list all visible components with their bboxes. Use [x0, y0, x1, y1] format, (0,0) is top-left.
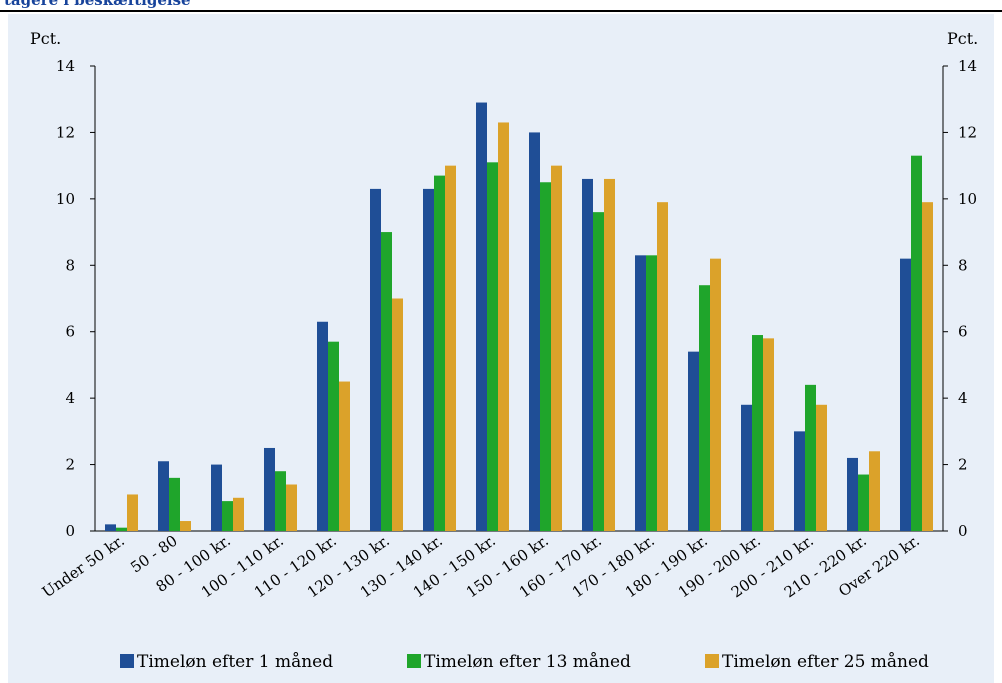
- bar-3-7: [445, 165, 456, 531]
- bar-1-7: [423, 188, 434, 531]
- bar-3-4: [286, 484, 297, 531]
- bar-3-2: [180, 521, 191, 531]
- bar-3-11: [657, 202, 668, 531]
- bar-3-16: [922, 202, 933, 531]
- y-tick-label-left: 8: [65, 256, 75, 274]
- y-tick-label-right: 14: [958, 57, 977, 75]
- bar-3-14: [816, 404, 827, 531]
- legend-swatch-3: [705, 654, 719, 668]
- bar-1-6: [370, 188, 381, 531]
- bar-3-8: [498, 122, 509, 531]
- y-tick-label-left: 14: [56, 57, 75, 75]
- x-tick-label: Under 50 kr.: [39, 532, 128, 602]
- bar-1-15: [847, 457, 858, 531]
- legend-label-3: Timeløn efter 25 måned: [722, 652, 929, 672]
- bar-3-13: [763, 338, 774, 531]
- bar-2-1: [116, 527, 127, 531]
- bar-3-5: [339, 381, 350, 531]
- bar-1-2: [158, 461, 169, 531]
- bar-2-12: [699, 285, 710, 531]
- bar-1-9: [529, 132, 540, 531]
- y-tick-label-right: 8: [958, 256, 968, 274]
- y-tick-label-right: 12: [958, 123, 977, 141]
- y-tick-label-left: 2: [65, 456, 75, 474]
- bar-1-11: [635, 255, 646, 532]
- y-axis-unit-left: Pct.: [30, 29, 61, 48]
- bar-3-6: [392, 298, 403, 531]
- bar-2-4: [275, 471, 286, 531]
- bar-3-15: [869, 451, 880, 531]
- bar-1-1: [105, 524, 116, 531]
- bar-3-3: [233, 497, 244, 531]
- y-tick-label-left: 12: [56, 123, 75, 141]
- figure-header: tagere i beskæftigelse: [0, 0, 1002, 12]
- y-tick-label-right: 10: [958, 190, 977, 208]
- bar-3-10: [604, 178, 615, 531]
- y-tick-label-right: 0: [958, 522, 968, 540]
- legend-swatch-1: [120, 654, 134, 668]
- bar-2-13: [752, 335, 763, 531]
- y-axis-unit-right: Pct.: [947, 29, 978, 48]
- bar-2-11: [646, 255, 657, 532]
- y-tick-label-left: 0: [65, 522, 75, 540]
- bar-1-4: [264, 447, 275, 531]
- bar-2-16: [911, 155, 922, 531]
- y-tick-label-right: 4: [958, 389, 968, 407]
- legend-label-2: Timeløn efter 13 måned: [424, 652, 631, 672]
- bar-3-12: [710, 258, 721, 531]
- bar-1-8: [476, 102, 487, 532]
- bar-1-3: [211, 464, 222, 531]
- bar-1-13: [741, 404, 752, 531]
- y-tick-label-left: 4: [65, 389, 75, 407]
- y-tick-label-left: 10: [56, 190, 75, 208]
- bar-2-8: [487, 162, 498, 532]
- legend-swatch-2: [407, 654, 421, 668]
- legend-label-1: Timeløn efter 1 måned: [137, 652, 333, 672]
- bar-2-7: [434, 175, 445, 531]
- bar-3-9: [551, 165, 562, 531]
- figure-title: tagere i beskæftigelse: [4, 0, 191, 9]
- y-tick-label-left: 6: [65, 323, 75, 341]
- bar-3-1: [127, 494, 138, 531]
- bar-2-5: [328, 341, 339, 531]
- bar-2-9: [540, 182, 551, 531]
- bar-2-2: [169, 477, 180, 531]
- bar-1-12: [688, 351, 699, 531]
- bar-2-10: [593, 212, 604, 531]
- bar-1-5: [317, 321, 328, 531]
- bar-2-15: [858, 474, 869, 531]
- bar-1-16: [900, 258, 911, 531]
- bar-1-14: [794, 431, 805, 531]
- y-tick-label-right: 2: [958, 456, 968, 474]
- bar-1-10: [582, 178, 593, 531]
- bar-2-6: [381, 232, 392, 532]
- bar-2-3: [222, 501, 233, 531]
- bar-2-14: [805, 384, 816, 531]
- y-tick-label-right: 6: [958, 323, 968, 341]
